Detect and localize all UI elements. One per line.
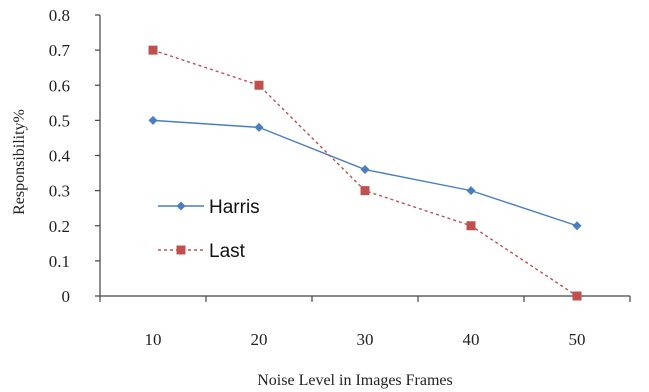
y-tick-label: 0.8 [49,6,70,25]
y-tick-label: 0.5 [49,111,70,130]
y-tick-label: 0.4 [49,147,71,166]
plot-area [148,45,582,301]
y-tick-label: 0.7 [49,41,71,60]
legend-label: Harris [209,197,260,218]
data-point-harris [148,115,158,125]
data-point-last [466,221,476,231]
y-axis-title: Responsibility% [11,109,28,215]
data-point-last [148,45,158,55]
x-axis-title: Noise Level in Images Frames [257,372,453,389]
y-tick-label: 0.3 [49,182,70,201]
data-point-harris [360,165,370,175]
y-axis: 0 0.1 0.2 0.3 0.4 0.5 0.6 0.7 0.8 [49,6,101,306]
data-point-last [254,80,264,90]
x-tick-label: 10 [145,330,162,349]
y-tick-label: 0.6 [49,76,70,95]
legend-swatch-marker [176,201,186,211]
x-tick-label: 50 [569,330,586,349]
x-axis: 10 20 30 40 50 [99,295,631,349]
series-line-last [152,49,578,297]
data-point-harris [466,186,476,196]
legend: Harris Last [158,197,260,262]
legend-item-harris: Harris [158,197,260,218]
x-tick-label: 40 [463,330,480,349]
legend-item-last: Last [158,241,246,262]
series-harris [148,115,582,231]
x-tick-label: 20 [251,330,268,349]
y-tick-label: 0.1 [49,252,70,271]
data-point-harris [254,122,264,132]
y-tick-label: 0 [62,287,71,306]
x-tick-label: 30 [357,330,374,349]
legend-label: Last [209,241,246,262]
data-point-last [360,186,370,196]
y-tick-label: 0.2 [49,217,70,236]
data-point-last [572,291,582,301]
series-last [148,45,582,301]
data-point-harris [572,221,582,231]
legend-swatch-marker [176,245,186,255]
